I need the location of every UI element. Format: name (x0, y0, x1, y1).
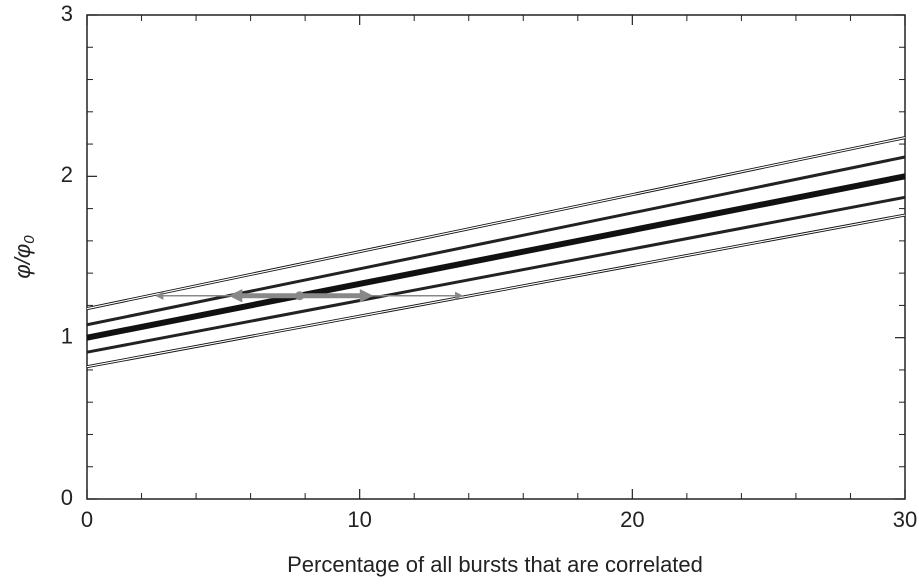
series-line (86, 155, 906, 327)
y-axis-label-sub: 0 (21, 235, 38, 244)
plot-frame (86, 14, 906, 500)
y-tick-label: 2 (61, 162, 73, 187)
x-tick-label: 20 (620, 507, 644, 532)
y-tick-label: 3 (61, 1, 73, 26)
arrow-head (455, 291, 464, 300)
y-tick-label: 1 (61, 323, 73, 348)
series-line (86, 173, 906, 341)
x-tick-label: 10 (347, 507, 371, 532)
y-axis-label: φ/φ0 (10, 235, 38, 279)
y-axis-label-main: φ/φ (10, 244, 35, 279)
series-line-inner (86, 214, 906, 368)
x-tick-label: 0 (81, 507, 93, 532)
arrow-head (359, 288, 374, 303)
x-tick-label: 30 (893, 507, 917, 532)
arrow-head (155, 291, 164, 300)
series-line-inner (86, 137, 906, 310)
series-line (86, 195, 906, 354)
x-axis-label: Percentage of all bursts that are correl… (287, 552, 703, 577)
center-point (295, 291, 305, 301)
arrow-head (228, 288, 243, 303)
y-tick-label: 0 (61, 485, 73, 510)
